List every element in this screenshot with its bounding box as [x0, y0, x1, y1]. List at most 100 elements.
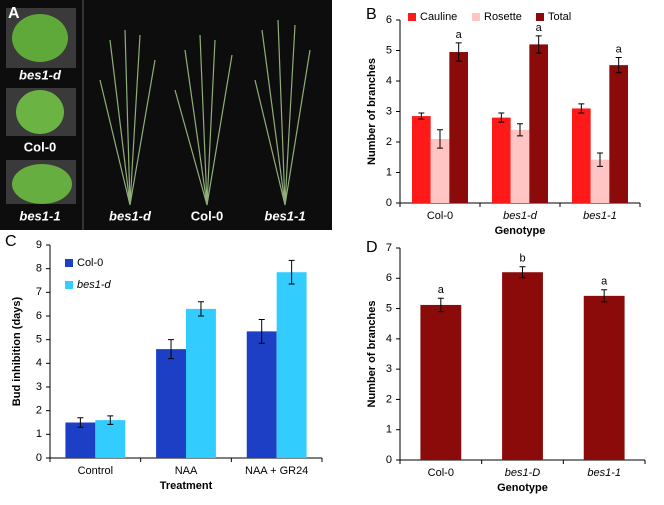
x-axis-label: Genotype	[495, 225, 546, 237]
legend-label: bes1-d	[77, 279, 112, 291]
y-tick-label: 2	[386, 393, 392, 405]
y-tick-label: 5	[386, 44, 392, 56]
y-tick-label: 3	[36, 381, 42, 393]
error-bar	[578, 103, 585, 114]
error-bar	[615, 57, 622, 74]
x-tick-label: NAA	[175, 465, 198, 477]
bar	[95, 420, 126, 458]
y-tick-label: 6	[386, 14, 392, 26]
y-tick-label: 8	[36, 263, 42, 275]
error-bar	[437, 297, 444, 313]
bar	[590, 159, 610, 203]
y-tick-label: 9	[36, 239, 42, 251]
significance-label: a	[616, 43, 623, 55]
significance-label: a	[536, 22, 543, 34]
error-bar	[519, 266, 526, 279]
bar	[449, 52, 468, 204]
x-tick-label: Control	[78, 465, 113, 477]
y-tick-label: 1	[36, 428, 42, 440]
x-axis-label: Treatment	[160, 480, 213, 492]
error-bar	[437, 129, 443, 149]
legend-swatch	[65, 281, 73, 289]
significance-label: a	[438, 284, 445, 296]
error-bar	[601, 289, 608, 303]
y-tick-label: 2	[36, 405, 42, 417]
x-axis-label: Genotype	[497, 482, 548, 494]
x-tick-label: Col-0	[427, 210, 453, 222]
error-bar	[77, 417, 84, 428]
bar	[502, 272, 543, 460]
y-tick-label: 6	[386, 272, 392, 284]
error-bar	[418, 112, 425, 120]
panel-letter: C	[5, 233, 17, 250]
error-bar	[288, 259, 295, 285]
y-axis-label: Bud inhibition (days)	[11, 296, 23, 406]
bar	[609, 65, 628, 203]
y-tick-label: 0	[36, 452, 42, 464]
panel-letter: B	[366, 6, 377, 23]
legend-label: Rosette	[484, 11, 522, 23]
pot-label: bes1-d	[19, 67, 62, 82]
y-tick-label: 1	[386, 166, 392, 178]
significance-label: b	[519, 253, 525, 265]
significance-label: a	[601, 276, 608, 288]
plant-label: Col-0	[191, 208, 224, 223]
error-bar	[597, 152, 603, 167]
plant-stems	[99, 19, 311, 206]
x-tick-label: bes1-1	[583, 210, 617, 222]
legend-swatch	[536, 13, 544, 21]
error-bar	[107, 415, 114, 425]
bar	[420, 304, 462, 460]
y-tick-label: 0	[386, 454, 392, 466]
panel-letter: A	[8, 5, 20, 22]
bar	[412, 116, 431, 203]
error-bar	[535, 35, 542, 54]
pot-label: Col-0	[24, 139, 57, 154]
bar	[246, 331, 277, 458]
x-tick-label: bes1-D	[505, 467, 541, 479]
y-axis-label: Number of branches	[366, 301, 378, 408]
y-tick-label: 4	[386, 333, 392, 345]
legend-label: Col-0	[77, 257, 103, 269]
x-tick-label: bes1-1	[587, 467, 621, 479]
legend-swatch	[408, 13, 416, 21]
bar	[510, 129, 530, 203]
y-tick-label: 4	[36, 357, 42, 369]
x-tick-label: bes1-d	[503, 210, 538, 222]
error-bar	[168, 339, 175, 360]
y-tick-label: 7	[36, 286, 42, 298]
y-tick-label: 5	[386, 302, 392, 314]
panel-letter: D	[366, 239, 378, 256]
legend-swatch	[472, 13, 480, 21]
error-bar	[455, 42, 462, 62]
bar	[572, 108, 591, 203]
plant-label: bes1-d	[109, 208, 152, 223]
bar	[65, 422, 96, 458]
plant-photo: A bes1-d Col-0 bes1-1 bes1-d Col-0 bes1-…	[0, 0, 332, 230]
rosette	[12, 164, 72, 204]
legend-label: Cauline	[420, 11, 457, 23]
y-tick-label: 1	[386, 424, 392, 436]
bar	[276, 272, 307, 458]
bar	[186, 308, 216, 458]
pot-label: bes1-1	[19, 208, 60, 223]
bar	[492, 117, 511, 203]
y-tick-label: 6	[36, 310, 42, 322]
legend-label: Total	[548, 11, 571, 23]
y-tick-label: 3	[386, 105, 392, 117]
plant-label: bes1-1	[264, 208, 305, 223]
error-bar	[197, 301, 204, 317]
significance-label: a	[456, 29, 463, 41]
y-tick-label: 7	[386, 242, 392, 254]
legend-swatch	[65, 259, 73, 267]
photo-separator	[82, 0, 84, 230]
y-tick-label: 4	[386, 75, 392, 87]
y-tick-label: 3	[386, 363, 392, 375]
bar	[583, 295, 625, 460]
rosette	[12, 14, 68, 62]
y-tick-label: 2	[386, 136, 392, 148]
y-axis-label: Number of branches	[366, 58, 378, 165]
x-tick-label: NAA + GR24	[245, 465, 308, 477]
y-tick-label: 0	[386, 197, 392, 209]
error-bar	[258, 319, 265, 344]
